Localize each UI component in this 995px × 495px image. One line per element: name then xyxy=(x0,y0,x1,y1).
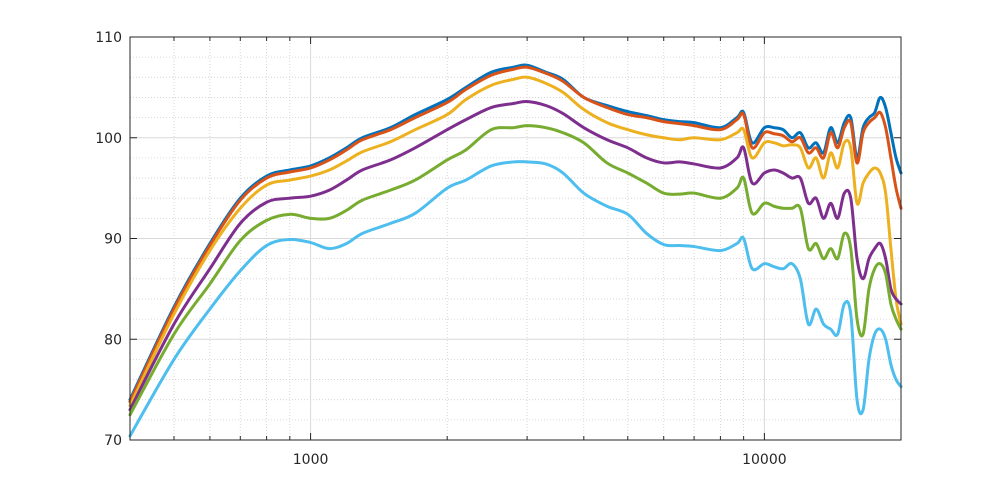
x-tick-label: 10000 xyxy=(742,452,787,468)
x-tick-label: 1000 xyxy=(293,452,329,468)
y-tick-label: 80 xyxy=(104,332,122,348)
series-line-2 xyxy=(128,65,903,404)
y-tick-label: 100 xyxy=(95,131,122,147)
series-line-3 xyxy=(128,75,903,408)
series-line-4 xyxy=(128,99,903,412)
major-grid xyxy=(130,37,901,440)
series-layer xyxy=(128,63,903,438)
series-line-6 xyxy=(128,160,903,438)
y-tick-label: 70 xyxy=(104,433,122,449)
axis-ticks xyxy=(130,36,901,441)
y-tick-label: 90 xyxy=(104,232,122,248)
series-line-5 xyxy=(128,124,903,417)
tick-labels: 1000 10000 70 80 90 100 110 xyxy=(95,30,786,468)
y-tick-label: 110 xyxy=(95,30,122,46)
